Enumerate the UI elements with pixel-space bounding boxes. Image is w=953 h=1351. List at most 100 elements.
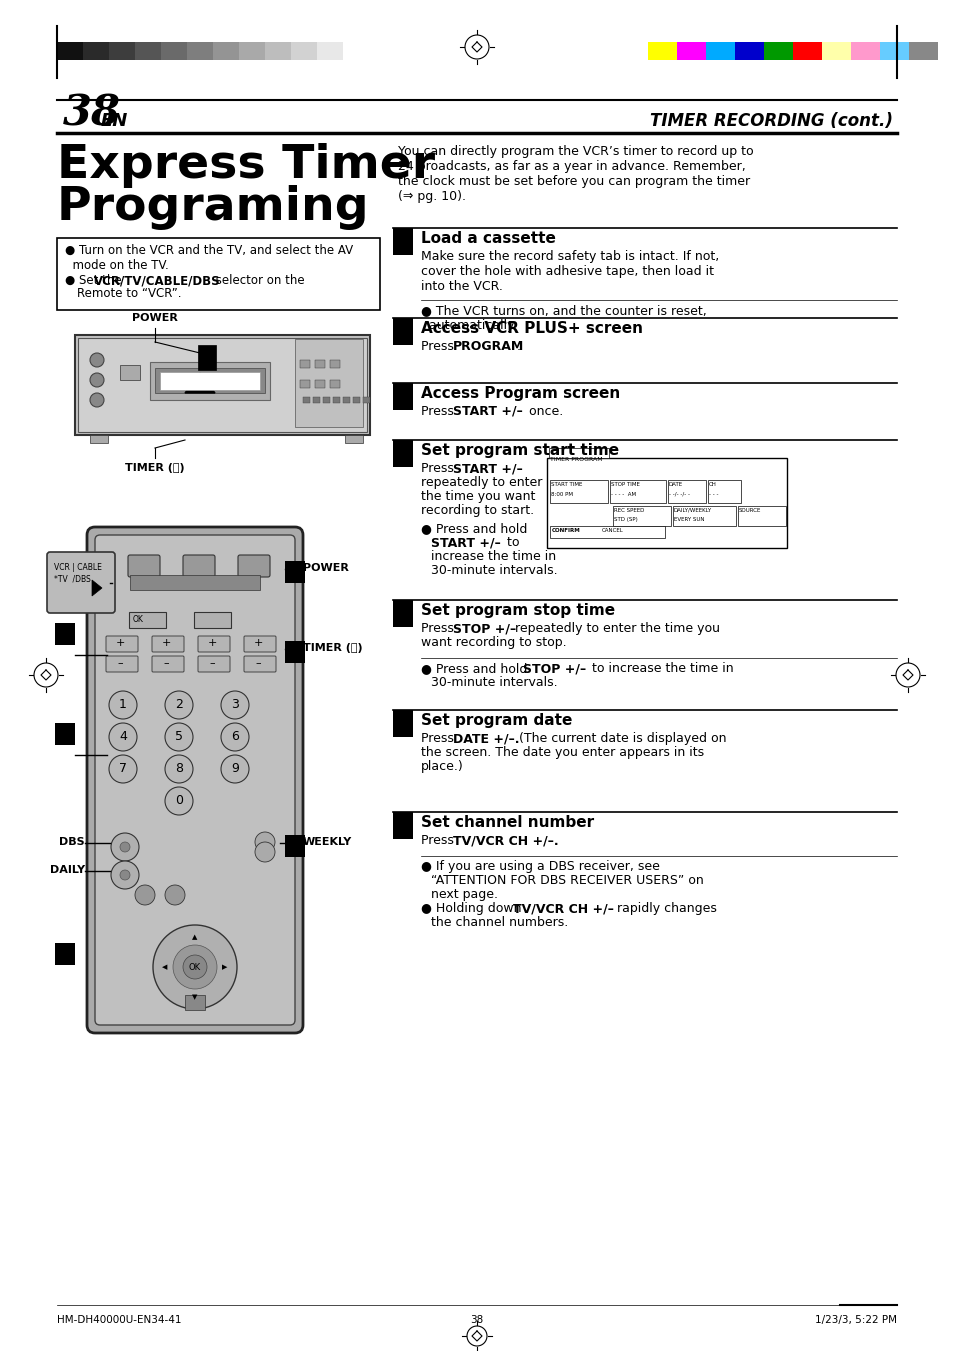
Circle shape [221, 755, 249, 784]
Circle shape [165, 723, 193, 751]
FancyBboxPatch shape [152, 657, 184, 671]
Text: once.: once. [524, 405, 562, 417]
Bar [294, 339, 363, 427]
Text: TV/VCR CH +/–.: TV/VCR CH +/–. [453, 834, 558, 847]
Text: - -/- -/- -: - -/- -/- - [668, 492, 689, 497]
Bar [55, 723, 75, 744]
FancyBboxPatch shape [198, 657, 230, 671]
Text: ▶: ▶ [222, 965, 228, 970]
Polygon shape [91, 580, 102, 596]
Bar [330, 359, 339, 367]
Bar [57, 238, 379, 309]
Circle shape [221, 690, 249, 719]
Text: OK: OK [189, 963, 201, 971]
Text: Press: Press [420, 732, 457, 744]
Text: VCR | CABLE: VCR | CABLE [54, 563, 102, 571]
Text: REC SPEED: REC SPEED [614, 508, 643, 513]
Text: the time you want: the time you want [420, 490, 535, 503]
Bar [647, 42, 677, 59]
Text: DAILY: DAILY [50, 865, 85, 875]
Text: repeatedly to enter the time you: repeatedly to enter the time you [511, 621, 720, 635]
Circle shape [183, 955, 207, 979]
Text: 3: 3 [231, 698, 238, 711]
Bar [313, 397, 319, 403]
Text: Remote to “VCR”.: Remote to “VCR”. [77, 286, 181, 300]
Text: the screen. The date you enter appears in its: the screen. The date you enter appears i… [420, 746, 703, 759]
Text: Press: Press [420, 834, 457, 847]
Text: 38: 38 [470, 1315, 483, 1325]
Bar [550, 526, 664, 538]
Text: 8: 8 [174, 762, 183, 775]
Bar [239, 42, 265, 59]
Text: 1/23/3, 5:22 PM: 1/23/3, 5:22 PM [814, 1315, 896, 1325]
Bar [299, 380, 310, 388]
Bar [879, 42, 908, 59]
Bar [285, 835, 305, 857]
Bar [705, 42, 734, 59]
Text: POWER: POWER [303, 563, 349, 573]
Text: 30-minute intervals.: 30-minute intervals. [431, 676, 558, 689]
Text: - - -: - - - [708, 492, 718, 497]
Bar [393, 711, 413, 738]
Text: Access Program screen: Access Program screen [420, 386, 619, 401]
Bar [198, 345, 215, 370]
Text: START +/–: START +/– [453, 462, 522, 476]
Circle shape [165, 788, 193, 815]
Bar [609, 480, 665, 503]
Bar [908, 42, 937, 59]
Polygon shape [185, 373, 214, 393]
Text: ▲: ▲ [193, 934, 197, 940]
Text: ● The VCR turns on, and the counter is reset,
  automatically.: ● The VCR turns on, and the counter is r… [420, 304, 706, 332]
Bar [667, 480, 705, 503]
Bar [613, 507, 670, 526]
Text: *TV  /DBS: *TV /DBS [54, 576, 91, 584]
Text: 1: 1 [119, 698, 127, 711]
Text: Press: Press [420, 340, 457, 353]
Circle shape [111, 834, 139, 861]
FancyBboxPatch shape [244, 636, 275, 653]
FancyBboxPatch shape [183, 555, 214, 577]
Text: 4: 4 [119, 730, 127, 743]
Text: +: + [161, 638, 171, 648]
Text: next page.: next page. [431, 888, 497, 901]
Text: increase the time in: increase the time in [431, 550, 556, 563]
Text: START +/–: START +/– [453, 405, 522, 417]
Text: Set program start time: Set program start time [420, 443, 618, 458]
Bar [734, 42, 763, 59]
Bar [672, 507, 735, 526]
Bar [345, 435, 363, 443]
Text: DBS: DBS [59, 838, 85, 847]
FancyBboxPatch shape [198, 636, 230, 653]
Bar [323, 397, 330, 403]
Text: +: + [207, 638, 216, 648]
Text: CONFIRM: CONFIRM [552, 528, 580, 534]
Text: Press: Press [420, 405, 457, 417]
Text: –: – [209, 658, 214, 667]
Text: START +/–: START +/– [431, 536, 500, 549]
Circle shape [172, 944, 216, 989]
Text: - - - -  AM: - - - - AM [610, 492, 636, 497]
Bar [393, 317, 413, 345]
Bar [548, 449, 608, 458]
FancyBboxPatch shape [244, 657, 275, 671]
Circle shape [254, 832, 274, 852]
Text: want recording to stop.: want recording to stop. [420, 636, 566, 648]
Bar [363, 397, 370, 403]
Circle shape [152, 925, 236, 1009]
Text: EVERY SUN: EVERY SUN [673, 517, 703, 521]
Text: TIMER RECORDING (cont.): TIMER RECORDING (cont.) [649, 112, 892, 130]
Bar [120, 365, 140, 380]
Text: ● Press and hold: ● Press and hold [420, 521, 527, 535]
Text: Express Timer: Express Timer [57, 143, 435, 188]
Text: STOP +/–: STOP +/– [453, 621, 516, 635]
Bar [55, 943, 75, 965]
Text: TIMER (⍣): TIMER (⍣) [125, 463, 185, 473]
Text: Set channel number: Set channel number [420, 815, 594, 830]
Bar [393, 382, 413, 409]
Text: –: – [117, 658, 123, 667]
Circle shape [254, 842, 274, 862]
FancyBboxPatch shape [95, 535, 294, 1025]
Text: ● Holding down: ● Holding down [420, 902, 525, 915]
Bar [738, 507, 785, 526]
Text: OK: OK [132, 615, 144, 624]
